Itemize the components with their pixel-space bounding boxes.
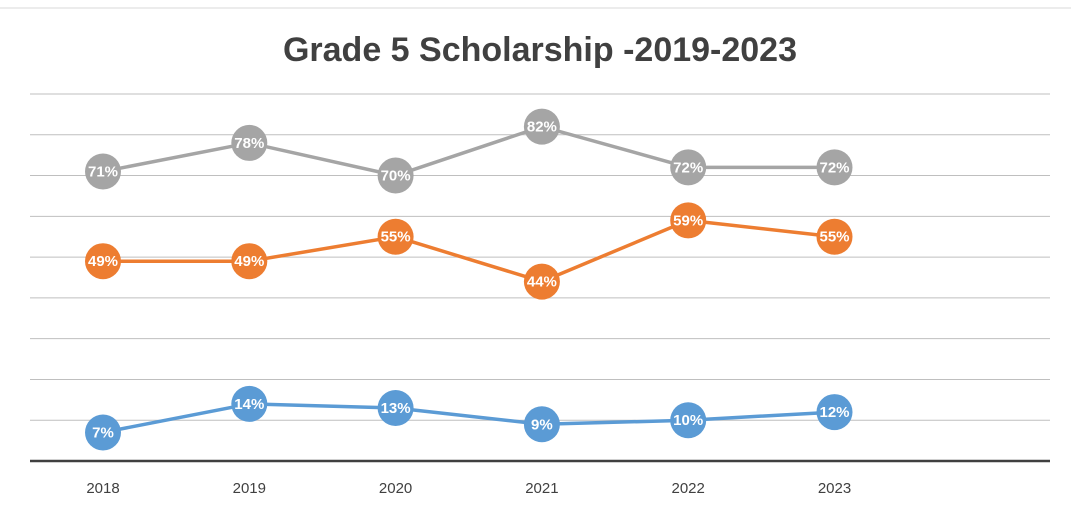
data-label: 13% [381,400,411,417]
series-line [103,218,835,284]
point-marker [523,108,560,145]
point-marker [670,149,707,186]
data-label: 7% [92,424,114,441]
data-label: 71% [88,163,118,180]
point-marker [377,389,414,426]
data-label: 14% [234,396,264,413]
point-marker [377,218,414,255]
x-tick-label: 2019 [233,480,266,497]
point-marker [377,157,414,194]
series-line [102,124,835,178]
point-marker [523,263,560,300]
point-marker [670,202,707,239]
point-marker [85,153,121,190]
point-marker [816,394,853,431]
point-marker [231,124,268,161]
data-label: 55% [381,229,411,246]
point-marker [816,149,853,186]
point-marker [85,243,121,280]
data-label: 49% [88,253,118,270]
data-label: 49% [234,253,264,270]
data-label: 72% [819,159,849,176]
x-tick-label: 2022 [672,480,705,497]
x-tick-label: 2018 [86,480,119,497]
data-label: 82% [527,119,557,136]
x-tick-label: 2020 [379,480,412,497]
data-label: 44% [527,274,557,291]
x-tick-label: 2023 [818,480,851,497]
point-marker [85,414,121,451]
data-label: 12% [819,404,849,421]
data-label: 59% [673,212,703,229]
point-marker [523,406,560,443]
point-marker [231,243,268,280]
data-label: 55% [819,229,849,246]
point-marker [816,218,853,255]
data-label: 10% [673,412,703,429]
x-tick-label: 2021 [525,480,558,497]
point-marker [231,385,268,422]
data-label: 72% [673,159,703,176]
point-marker [670,402,707,439]
series-line [102,402,835,435]
data-label: 78% [234,135,264,152]
chart-title: Grade 5 Scholarship -2019-2023 [283,31,797,69]
data-label: 70% [381,168,411,185]
data-label: 9% [531,416,553,433]
